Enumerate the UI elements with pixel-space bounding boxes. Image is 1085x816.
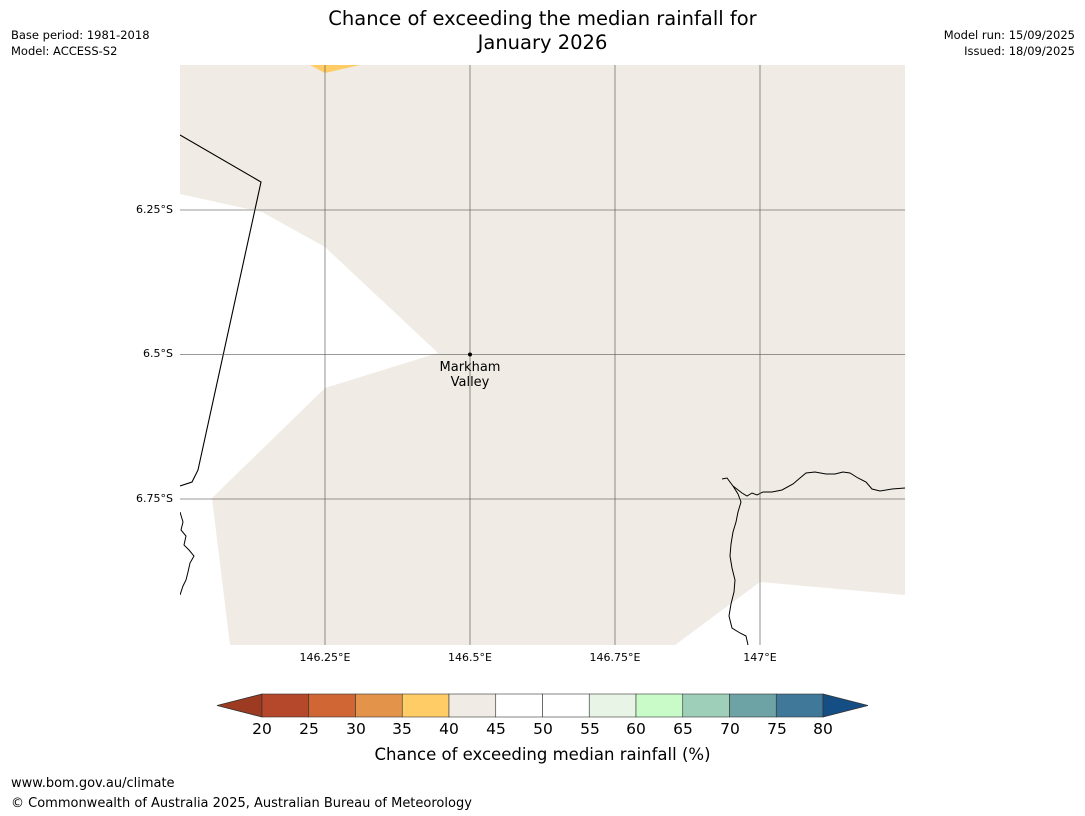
coastline-east <box>721 471 905 497</box>
base-period: Base period: 1981-2018 <box>11 28 150 42</box>
legend-tick-label: 75 <box>767 720 787 738</box>
legend-color-bin <box>635 693 684 718</box>
legend-color-bin <box>448 693 497 718</box>
footer-url: www.bom.gov.au/climate <box>11 776 175 791</box>
legend-color-bin <box>308 693 356 718</box>
footer-copyright: © Commonwealth of Australia 2025, Austra… <box>11 796 472 811</box>
place-label-line2: Valley <box>450 375 490 390</box>
legend-title: Chance of exceeding median rainfall (%) <box>374 745 711 764</box>
legend-tick-label: 45 <box>486 720 506 738</box>
lat-tick-label: 6.5°S <box>143 347 173 360</box>
model-run-date: Model run: 15/09/2025 <box>943 28 1075 42</box>
lon-tick-label: 146.25°E <box>299 651 351 664</box>
legend-color-bin <box>729 693 777 718</box>
metadata-left: Base period: 1981-2018 Model: ACCESS-S2 <box>11 27 150 59</box>
place-label-line1: Markham <box>439 360 501 375</box>
legend-color-bin <box>775 693 824 718</box>
lon-tick-label: 146.75°E <box>589 651 641 664</box>
coastline-west <box>180 511 195 596</box>
lon-tick-label: 146.5°E <box>448 651 492 664</box>
legend-tick-label: 65 <box>673 720 693 738</box>
legend-color-bin <box>355 693 403 718</box>
legend-tick-label: 55 <box>580 720 600 738</box>
legend-tick-label: 30 <box>346 720 366 738</box>
legend-extend-low <box>216 693 263 718</box>
lat-tick-label: 6.25°S <box>136 203 173 216</box>
issued-date: Issued: 18/09/2025 <box>964 44 1075 58</box>
probability-region-35-40 <box>310 65 360 73</box>
legend-tick-label: 20 <box>252 720 272 738</box>
legend-tick-label: 40 <box>439 720 459 738</box>
legend-tick-label: 50 <box>533 720 553 738</box>
lat-tick-label: 6.75°S <box>136 492 173 505</box>
place-label-markham-valley: Markham Valley <box>440 360 501 390</box>
legend-color-bin <box>588 693 637 718</box>
border-line <box>180 134 262 487</box>
legend-color-bin <box>261 693 310 718</box>
map-title-line2: January 2026 <box>477 31 608 54</box>
legend-tick-label: 80 <box>813 720 833 738</box>
legend-tick-label: 60 <box>626 720 646 738</box>
metadata-right: Model run: 15/09/2025 Issued: 18/09/2025 <box>944 27 1075 59</box>
legend-color-bin <box>542 693 590 718</box>
legend-tick-label: 70 <box>720 720 740 738</box>
map-title-line1: Chance of exceeding the median rainfall … <box>328 7 757 30</box>
river-line <box>728 485 749 645</box>
lon-tick-label: 147°E <box>743 651 777 664</box>
legend-color-bin <box>682 693 730 718</box>
model-name: Model: ACCESS-S2 <box>11 44 118 58</box>
legend-color-bin <box>495 693 543 718</box>
legend-extend-high <box>822 693 869 718</box>
legend-color-bin <box>401 693 450 718</box>
map-title: Chance of exceeding the median rainfall … <box>0 7 1085 55</box>
location-marker <box>468 352 472 357</box>
legend-tick-label: 25 <box>299 720 319 738</box>
legend-tick-label: 35 <box>392 720 412 738</box>
